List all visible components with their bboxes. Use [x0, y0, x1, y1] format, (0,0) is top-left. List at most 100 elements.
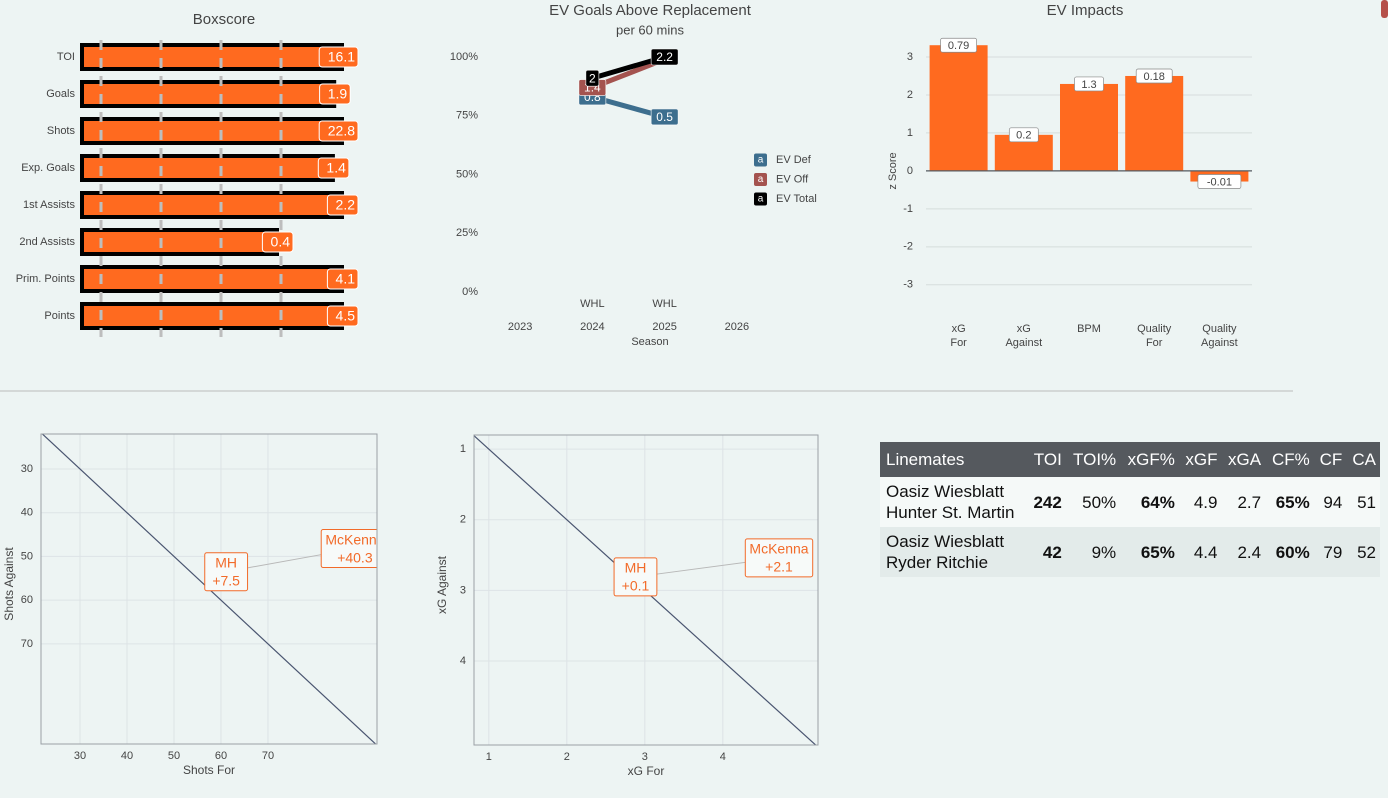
- category-label: Prim. Points: [16, 273, 76, 285]
- header-cell: CF%: [1265, 442, 1314, 477]
- x-axis-title: Season: [631, 336, 668, 348]
- player-name: Oasiz Wiesblatt: [886, 482, 1005, 501]
- x-tick-label: 70: [262, 750, 274, 762]
- value-label: 22.8: [328, 123, 355, 139]
- category-label: 2nd Assists: [19, 236, 75, 248]
- legend-key-glyph: a: [758, 194, 764, 205]
- stat-cell: 64%: [1140, 492, 1175, 512]
- value-label: 1.3: [1081, 79, 1096, 91]
- bar: [1125, 75, 1184, 171]
- plot-area: MH +0.1 McKenna +2.1: [474, 435, 818, 745]
- bar: [80, 117, 344, 145]
- stat-cell: 42: [1042, 542, 1062, 562]
- y-tick-label: -2: [903, 241, 913, 253]
- stat-cell: 65%: [1140, 542, 1175, 562]
- y-tick-label: 2: [907, 89, 913, 101]
- bar: [80, 191, 344, 219]
- table-row: Oasiz Wiesblatt Hunter St. Martin 242 50% 64…: [880, 477, 1380, 527]
- value-label: 0.18: [1143, 71, 1164, 83]
- y-tick-label: 0: [907, 165, 913, 177]
- player-name: Oasiz Wiesblatt: [886, 532, 1005, 551]
- y-tick-label: 75%: [456, 110, 478, 122]
- stat-cell: 65%: [1275, 492, 1310, 512]
- legend-label: EV Total: [776, 193, 817, 205]
- point-label-box: [613, 557, 658, 597]
- value-label-box: [326, 194, 359, 216]
- linemates-cell: Oasiz Wiesblatt Hunter St. Martin: [880, 477, 1027, 527]
- x-tick-label: 2026: [725, 321, 749, 333]
- x-axis-title: xG For: [628, 764, 665, 778]
- y-axis-title: xG Against: [435, 555, 449, 614]
- point-label-box: [204, 552, 249, 592]
- player-name: Hunter St. Martin: [886, 503, 1015, 522]
- y-tick-label: 0%: [462, 286, 478, 298]
- value-label: 16.1: [328, 49, 355, 65]
- legend-label: EV Def: [776, 154, 812, 166]
- x-tick-label: Against: [1201, 337, 1238, 349]
- bar: [80, 265, 344, 293]
- y-tick-label: 1: [907, 127, 913, 139]
- point-label: +0.1: [622, 578, 650, 594]
- y-tick-label: 30: [21, 463, 33, 475]
- y-tick-label: 50%: [456, 168, 478, 180]
- value-label: 0.4: [271, 234, 291, 250]
- category-label: Points: [44, 310, 75, 322]
- x-tick-label: 2023: [508, 321, 532, 333]
- stat-cell: 9%: [1091, 542, 1117, 562]
- value-label-box: [1074, 76, 1104, 92]
- value-label: 0.79: [948, 40, 969, 52]
- stat-cell: 52: [1357, 542, 1376, 562]
- legend-key-glyph: a: [758, 174, 764, 185]
- x-tick-label: Against: [1005, 337, 1042, 349]
- value-label-box: [318, 120, 359, 142]
- stat-cell: 94: [1323, 492, 1343, 512]
- x-tick-label: Quality: [1137, 323, 1172, 335]
- value-label: 2.2: [656, 50, 673, 64]
- point-name: McKenna: [325, 531, 384, 547]
- header-cell: TOI%: [1065, 442, 1121, 477]
- x-tick-label: BPM: [1077, 323, 1101, 335]
- x-tick-label: 4: [720, 751, 726, 763]
- table-row: Oasiz Wiesblatt Ryder Ritchie 42 9% 65% 4.4 2.…: [880, 527, 1380, 577]
- value-label: 2.2: [336, 197, 356, 213]
- stat-cell: 4.4: [1193, 542, 1218, 562]
- player-name: Ryder Ritchie: [886, 553, 989, 572]
- value-label-box: [261, 231, 294, 253]
- y-axis-title: z Score: [887, 152, 899, 189]
- y-tick-label: 40: [21, 507, 33, 519]
- header-row: Linemates TOI TOI% xGF% xGF xGA CF% CF CA: [880, 442, 1380, 477]
- value-label: 1.9: [328, 86, 348, 102]
- x-axis-title: Shots For: [183, 763, 235, 777]
- point-name: MH: [215, 554, 237, 570]
- stat-cell: 60%: [1275, 542, 1310, 562]
- value-label: 1.4: [326, 160, 346, 176]
- point-name: McKenna: [749, 541, 808, 557]
- x-tick-label: 50: [168, 750, 180, 762]
- bar: [929, 45, 988, 171]
- plot-area: MH +7.5 McKenna +40.3: [41, 434, 384, 744]
- category-label: TOI: [57, 51, 75, 63]
- y-tick-label: 25%: [456, 227, 478, 239]
- value-label: 0.2: [1016, 130, 1031, 142]
- x-tick-label: 2024: [580, 321, 604, 333]
- point-label-box: [320, 529, 377, 569]
- point-label: +7.5: [212, 572, 240, 588]
- x-tick-label: 1: [486, 751, 492, 763]
- header-cell: xGA: [1221, 442, 1266, 477]
- chart-title: Boxscore: [193, 11, 256, 28]
- stat-cell: 50%: [1082, 492, 1117, 512]
- chart-title: EV Goals Above Replacement: [549, 2, 752, 19]
- stat-cell: 242: [1033, 492, 1062, 512]
- legend-key-glyph: a: [758, 155, 764, 166]
- plot-frame: [473, 434, 819, 746]
- category-label: Goals: [46, 88, 75, 100]
- header-cell: CF: [1313, 442, 1347, 477]
- bar: [80, 302, 344, 330]
- legend-label: EV Off: [776, 173, 809, 185]
- corner-tab: [1381, 0, 1388, 18]
- value-label: -0.01: [1207, 176, 1232, 188]
- y-tick-label: -3: [903, 279, 913, 291]
- linemates-cell: Oasiz Wiesblatt Ryder Ritchie: [880, 527, 1027, 577]
- y-tick-label: 70: [21, 638, 33, 650]
